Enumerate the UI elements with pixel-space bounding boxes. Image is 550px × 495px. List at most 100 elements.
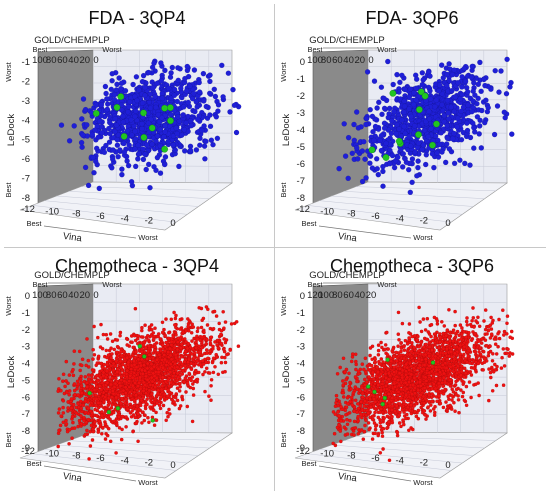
data-point	[215, 102, 222, 108]
data-point	[178, 384, 183, 389]
x-axis-label: Vina	[337, 231, 358, 245]
data-point	[189, 367, 194, 372]
data-point	[162, 357, 167, 362]
data-point	[409, 179, 415, 186]
data-point	[91, 169, 97, 176]
data-point	[167, 74, 174, 80]
data-point	[409, 156, 416, 162]
data-point	[355, 125, 362, 131]
y-axis-worst-label: Worst	[4, 61, 13, 81]
data-point	[181, 126, 188, 133]
data-point	[163, 333, 168, 338]
data-point	[207, 123, 214, 130]
highlight-point	[389, 89, 397, 97]
data-point	[191, 325, 196, 329]
data-point	[110, 352, 114, 356]
highlight-point	[161, 145, 168, 153]
data-point	[114, 142, 121, 148]
data-point	[132, 146, 138, 152]
x-axis-best-label: Best	[26, 219, 42, 228]
data-point	[501, 109, 508, 115]
data-point	[157, 143, 164, 149]
data-point	[145, 120, 152, 126]
data-point	[59, 388, 63, 393]
data-point	[109, 165, 115, 171]
grid-line	[56, 444, 199, 456]
data-point	[127, 379, 132, 383]
data-point	[451, 160, 458, 167]
highlight-point	[415, 131, 422, 138]
data-point	[491, 131, 498, 138]
grid-line	[92, 413, 233, 415]
data-point	[92, 324, 96, 329]
data-point	[104, 96, 110, 102]
data-point	[117, 147, 123, 153]
data-point	[181, 330, 186, 335]
data-point	[126, 360, 131, 365]
back-wall-left	[37, 283, 94, 457]
x-tick-label: -2	[145, 458, 153, 469]
data-point	[380, 168, 386, 175]
x-tick-label: -10	[45, 448, 59, 459]
data-point	[124, 415, 128, 419]
data-point	[471, 315, 476, 320]
data-point	[441, 119, 448, 125]
data-point	[132, 93, 138, 100]
y-tick-label: -3	[22, 342, 30, 353]
data-point	[76, 402, 80, 406]
y-tick-label: -7	[22, 409, 30, 420]
data-point	[208, 349, 212, 353]
data-point	[91, 427, 95, 431]
data-point	[163, 349, 167, 353]
highlight-point	[142, 354, 147, 359]
y-tick-label: -5	[22, 375, 30, 386]
y-tick-label: -3	[297, 342, 305, 353]
data-point	[458, 108, 464, 114]
data-point	[225, 70, 232, 76]
data-point	[133, 381, 137, 385]
data-point	[494, 103, 501, 109]
data-point	[431, 407, 436, 411]
data-point	[164, 340, 169, 345]
data-point	[160, 384, 165, 388]
data-point	[369, 165, 376, 171]
data-point	[501, 347, 506, 351]
data-point	[66, 381, 70, 386]
data-point	[381, 125, 388, 131]
data-point	[196, 370, 201, 375]
data-point	[117, 415, 121, 419]
data-point	[109, 77, 115, 84]
data-point	[156, 388, 161, 393]
data-point	[164, 418, 169, 423]
data-point	[91, 357, 95, 361]
data-point	[140, 368, 144, 373]
grid-line	[307, 205, 452, 223]
data-point	[227, 109, 233, 115]
data-point	[407, 86, 414, 92]
data-point	[78, 368, 83, 373]
data-point	[85, 428, 89, 433]
data-point	[175, 365, 180, 370]
data-point	[230, 86, 236, 93]
data-point	[72, 362, 76, 366]
data-point	[205, 323, 210, 327]
data-point	[465, 316, 469, 320]
data-point	[123, 385, 128, 390]
data-point	[186, 324, 191, 329]
data-point	[129, 393, 133, 398]
data-point	[136, 151, 142, 157]
data-point	[184, 339, 188, 344]
data-point	[458, 136, 465, 143]
data-point	[182, 379, 187, 384]
data-point	[114, 81, 120, 88]
data-point	[105, 337, 110, 341]
data-point	[139, 100, 146, 106]
data-point	[187, 147, 194, 154]
data-point	[159, 90, 166, 97]
data-point	[154, 80, 160, 87]
data-point	[402, 130, 409, 137]
data-point	[425, 133, 432, 140]
data-point	[90, 411, 95, 416]
data-point	[190, 419, 195, 424]
